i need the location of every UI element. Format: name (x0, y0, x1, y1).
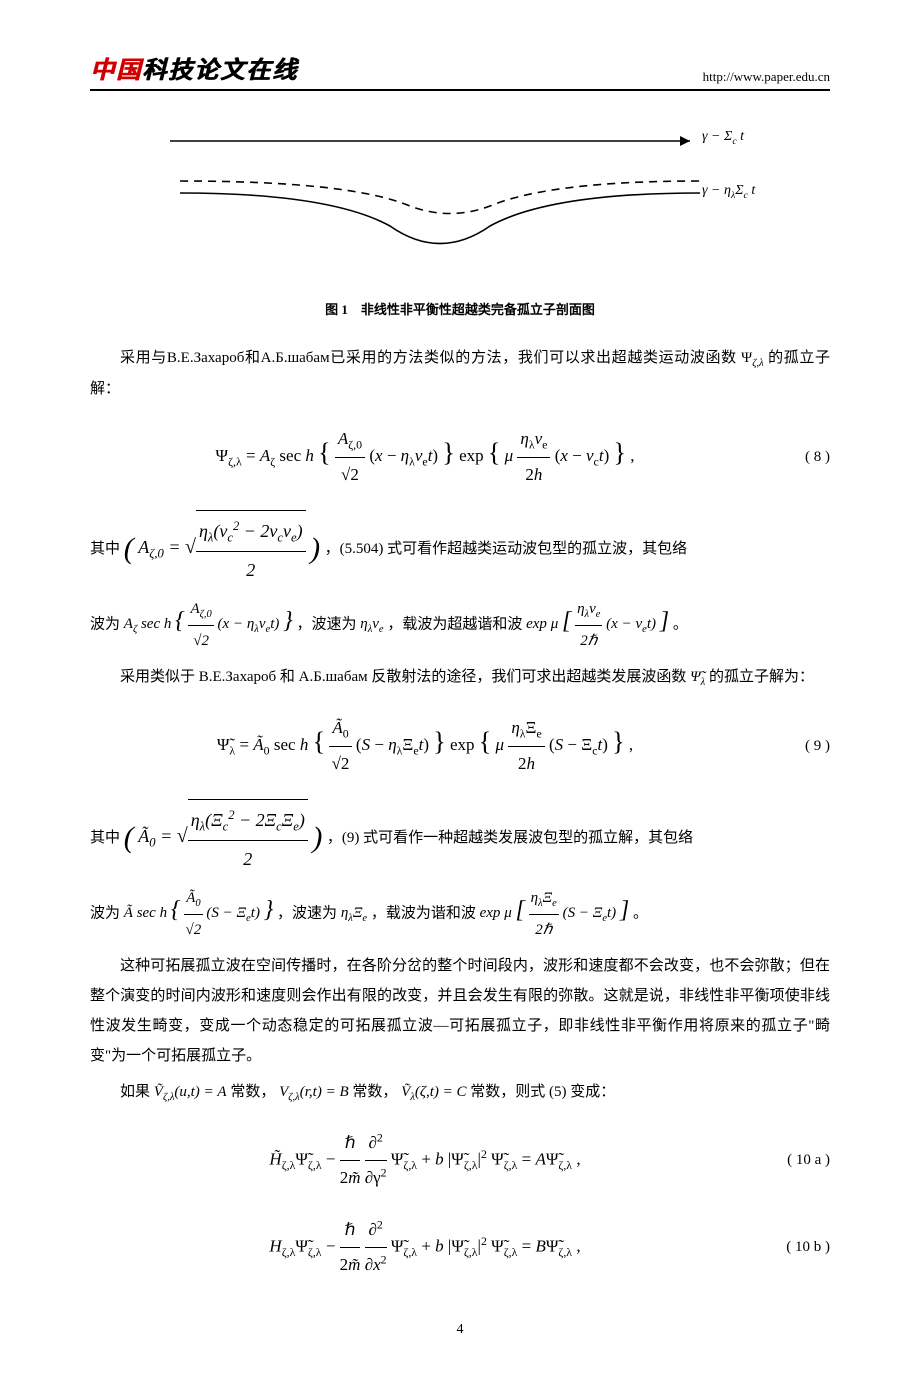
equation-9: Ψ̃λ = Ã0 sec h { Ã0 √2 (S − ηλΞet) } exp… (90, 711, 830, 781)
equation-10b-body: Hζ,λΨ̃ζ,λ − ℏ 2m̃ ∂2 ∂x2 Ψ̃ζ,λ + b |Ψ̃ζ,… (90, 1213, 760, 1282)
paragraph-8: 如果 Ṽζ,λ(u,t) = A 常数， Vζ,λ(r,t) = B 常数， Ṽ… (90, 1077, 830, 1108)
figure-1-svg (160, 121, 780, 281)
equation-10b: Hζ,λΨ̃ζ,λ − ℏ 2m̃ ∂2 ∂x2 Ψ̃ζ,λ + b |Ψ̃ζ,… (90, 1213, 830, 1282)
equation-10a-body: H̃ζ,λΨ̃ζ,λ − ℏ 2m̃ ∂2 ∂γ2 Ψ̃ζ,λ + b |Ψ̃ζ… (90, 1126, 760, 1195)
paragraph-2: 其中 ( Aζ,0 = √ ηλ(vc2 − 2vcve) 2 ) ，(5.50… (90, 510, 830, 588)
equation-10b-number: ( 10 b ) (760, 1232, 830, 1262)
equation-10a-number: ( 10 a ) (760, 1145, 830, 1175)
body-content: 采用与В.Е.Захароб和А.Б.шабам已采用的方法类似的方法，我们可以… (90, 343, 830, 1282)
equation-8-body: Ψζ,λ = Aζ sec h { Aζ,0 √2 (x − ηλvet) } … (90, 422, 760, 492)
site-url: http://www.paper.edu.cn (703, 69, 830, 85)
page-number: 4 (90, 1322, 830, 1338)
paragraph-3: 波为 Aζ sec h { Aζ,0 √2 (x − ηλvet) } ，波速为… (90, 594, 830, 656)
paragraph-1: 采用与В.Е.Захароб和А.Б.шабам已采用的方法类似的方法，我们可以… (90, 343, 830, 404)
equation-9-number: ( 9 ) (760, 731, 830, 761)
paragraph-7: 这种可拓展孤立波在空间传播时，在各阶分岔的整个时间段内，波形和速度都不会改变，也… (90, 951, 830, 1071)
equation-8: Ψζ,λ = Aζ sec h { Aζ,0 √2 (x − ηλvet) } … (90, 422, 830, 492)
site-logo: 中国科技论文在线 (90, 50, 298, 85)
logo-black-text: 科技论文在线 (142, 50, 298, 85)
equation-8-number: ( 8 ) (760, 442, 830, 472)
figure-label-top: γ − Σc t (702, 129, 744, 147)
figure-label-bottom: γ − ηλΣc t (702, 183, 755, 201)
page-header: 中国科技论文在线 http://www.paper.edu.cn (90, 50, 830, 91)
logo-red-text: 中国 (90, 50, 142, 85)
equation-10a: H̃ζ,λΨ̃ζ,λ − ℏ 2m̃ ∂2 ∂γ2 Ψ̃ζ,λ + b |Ψ̃ζ… (90, 1126, 830, 1195)
equation-9-body: Ψ̃λ = Ã0 sec h { Ã0 √2 (S − ηλΞet) } exp… (90, 711, 760, 781)
figure-1: γ − Σc t γ − ηλΣc t (90, 121, 830, 291)
paragraph-5: 其中 ( Ã0 = √ ηλ(Ξc2 − 2ΞcΞe) 2 ) ，(9) 式可看… (90, 799, 830, 877)
figure-1-caption: 图 1 非线性非平衡性超越类完备孤立子剖面图 (90, 299, 830, 318)
paragraph-6: 波为 Ã sec h { Ã0 √2 (S − Ξet) } ，波速为 ηλΞe… (90, 883, 830, 945)
paragraph-4: 采用类似于 В.Е.Захароб 和 А.Б.шабам 反散射法的途径，我们… (90, 662, 830, 693)
